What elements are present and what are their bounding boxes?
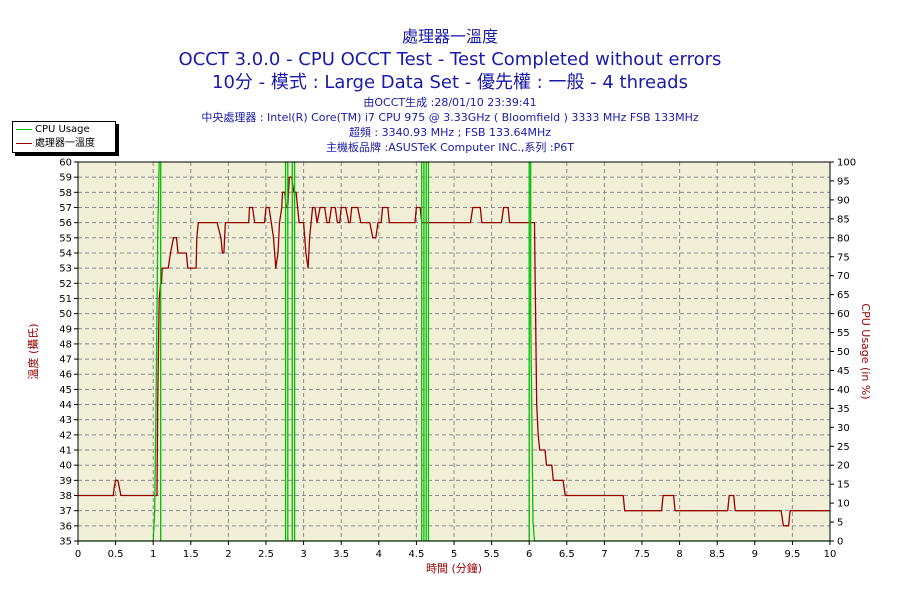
y-left-tick-label: 38 <box>59 491 72 502</box>
legend-label-cpu-usage: CPU Usage <box>35 124 90 135</box>
y-right-tick-label: 85 <box>837 214 850 225</box>
y-right-tick-label: 40 <box>837 385 850 396</box>
x-tick-label: 7.5 <box>634 549 650 560</box>
chart-mode-line: 10分 - 模式 : Large Data Set - 優先權 : 一般 - 4… <box>212 72 688 93</box>
x-tick-label: 9.5 <box>784 549 800 560</box>
y-left-tick-label: 46 <box>59 370 72 381</box>
y-left-tick-label: 40 <box>59 461 72 472</box>
legend-swatch-temperature <box>16 143 32 144</box>
x-tick-label: 7 <box>601 549 607 560</box>
y-right-tick-label: 20 <box>837 461 850 472</box>
y-left-tick-label: 54 <box>59 248 72 259</box>
x-tick-label: 4 <box>376 549 382 560</box>
x-tick-label: 3.5 <box>333 549 349 560</box>
info-motherboard: 主機板品牌 :ASUSTeK Computer INC.,系列 :P6T <box>326 141 574 154</box>
x-tick-label: 1.5 <box>183 549 199 560</box>
y-left-tick-label: 51 <box>59 294 72 305</box>
y-right-tick-label: 25 <box>837 442 850 453</box>
y-right-tick-label: 50 <box>837 347 850 358</box>
y-left-tick-label: 44 <box>59 400 72 411</box>
y-right-tick-label: 30 <box>837 423 850 434</box>
y-left-tick-label: 36 <box>59 521 72 532</box>
y-right-tick-label: 100 <box>837 158 856 169</box>
y-right-tick-label: 60 <box>837 309 850 320</box>
legend-item-temperature: 處理器一溫度 <box>13 137 115 150</box>
y-left-axis-title: 溫度 (攝氏) <box>26 323 40 379</box>
chart-titles: 處理器一溫度 OCCT 3.0.0 - CPU OCCT Test - Test… <box>0 0 900 154</box>
y-right-tick-label: 0 <box>837 537 843 548</box>
y-right-tick-label: 95 <box>837 176 850 187</box>
y-left-tick-label: 53 <box>59 264 72 275</box>
y-left-tick-label: 42 <box>59 430 72 441</box>
y-left-tick-label: 49 <box>59 324 72 335</box>
x-tick-label: 2 <box>225 549 231 560</box>
y-left-tick-label: 39 <box>59 476 72 487</box>
info-generated: 由OCCT生成 :28/01/10 23:39:41 <box>363 96 537 109</box>
x-tick-label: 0.5 <box>108 549 124 560</box>
y-right-tick-label: 5 <box>837 518 843 529</box>
y-right-tick-label: 65 <box>837 290 850 301</box>
y-right-tick-label: 10 <box>837 499 850 510</box>
y-left-tick-label: 60 <box>59 158 72 169</box>
y-right-tick-label: 90 <box>837 195 850 206</box>
x-tick-label: 4.5 <box>408 549 424 560</box>
y-right-tick-label: 15 <box>837 480 850 491</box>
y-left-tick-label: 41 <box>59 446 72 457</box>
chart-title: 處理器一溫度 <box>401 27 498 46</box>
y-right-tick-label: 80 <box>837 233 850 244</box>
y-left-tick-label: 37 <box>59 506 72 517</box>
y-right-tick-label: 70 <box>837 271 850 282</box>
x-tick-label: 0 <box>75 549 81 560</box>
y-left-tick-label: 47 <box>59 355 72 366</box>
legend-swatch-cpu-usage <box>16 129 32 130</box>
y-left-tick-label: 57 <box>59 203 72 214</box>
y-left-tick-label: 58 <box>59 188 72 199</box>
x-axis-title: 時間 (分鐘) <box>426 561 482 575</box>
y-left-tick-label: 45 <box>59 385 72 396</box>
y-left-tick-label: 56 <box>59 218 72 229</box>
chart-subtitle: OCCT 3.0.0 - CPU OCCT Test - Test Comple… <box>178 49 722 70</box>
info-cpu: 中央處理器 : Intel(R) Core(TM) i7 CPU 975 @ 3… <box>201 111 699 124</box>
x-tick-label: 8 <box>676 549 682 560</box>
legend-label-temperature: 處理器一溫度 <box>35 138 95 149</box>
y-right-tick-label: 35 <box>837 404 850 415</box>
y-left-tick-label: 59 <box>59 173 72 184</box>
x-tick-label: 3 <box>300 549 306 560</box>
y-left-tick-label: 48 <box>59 339 72 350</box>
y-left-tick-label: 50 <box>59 309 72 320</box>
x-tick-label: 10 <box>824 549 837 560</box>
y-right-tick-label: 45 <box>837 366 850 377</box>
x-tick-label: 8.5 <box>709 549 725 560</box>
y-right-axis-title: CPU Usage (in %) <box>859 303 872 399</box>
y-right-tick-label: 55 <box>837 328 850 339</box>
y-left-tick-label: 43 <box>59 415 72 426</box>
series-line-temperature <box>78 176 830 527</box>
info-frequency: 超頻 : 3340.93 MHz ; FSB 133.64MHz <box>348 126 552 139</box>
x-tick-label: 5 <box>451 549 457 560</box>
x-tick-label: 2.5 <box>258 549 274 560</box>
x-tick-label: 9 <box>752 549 758 560</box>
legend-item-cpu-usage: CPU Usage <box>13 123 115 136</box>
y-left-tick-label: 35 <box>59 537 72 548</box>
y-right-tick-label: 75 <box>837 252 850 263</box>
x-tick-label: 1 <box>150 549 156 560</box>
x-tick-label: 6 <box>526 549 532 560</box>
x-tick-label: 5.5 <box>484 549 500 560</box>
chart-legend: CPU Usage 處理器一溫度 <box>12 121 116 153</box>
y-left-tick-label: 55 <box>59 233 72 244</box>
y-left-tick-label: 52 <box>59 279 72 290</box>
x-tick-label: 6.5 <box>559 549 575 560</box>
